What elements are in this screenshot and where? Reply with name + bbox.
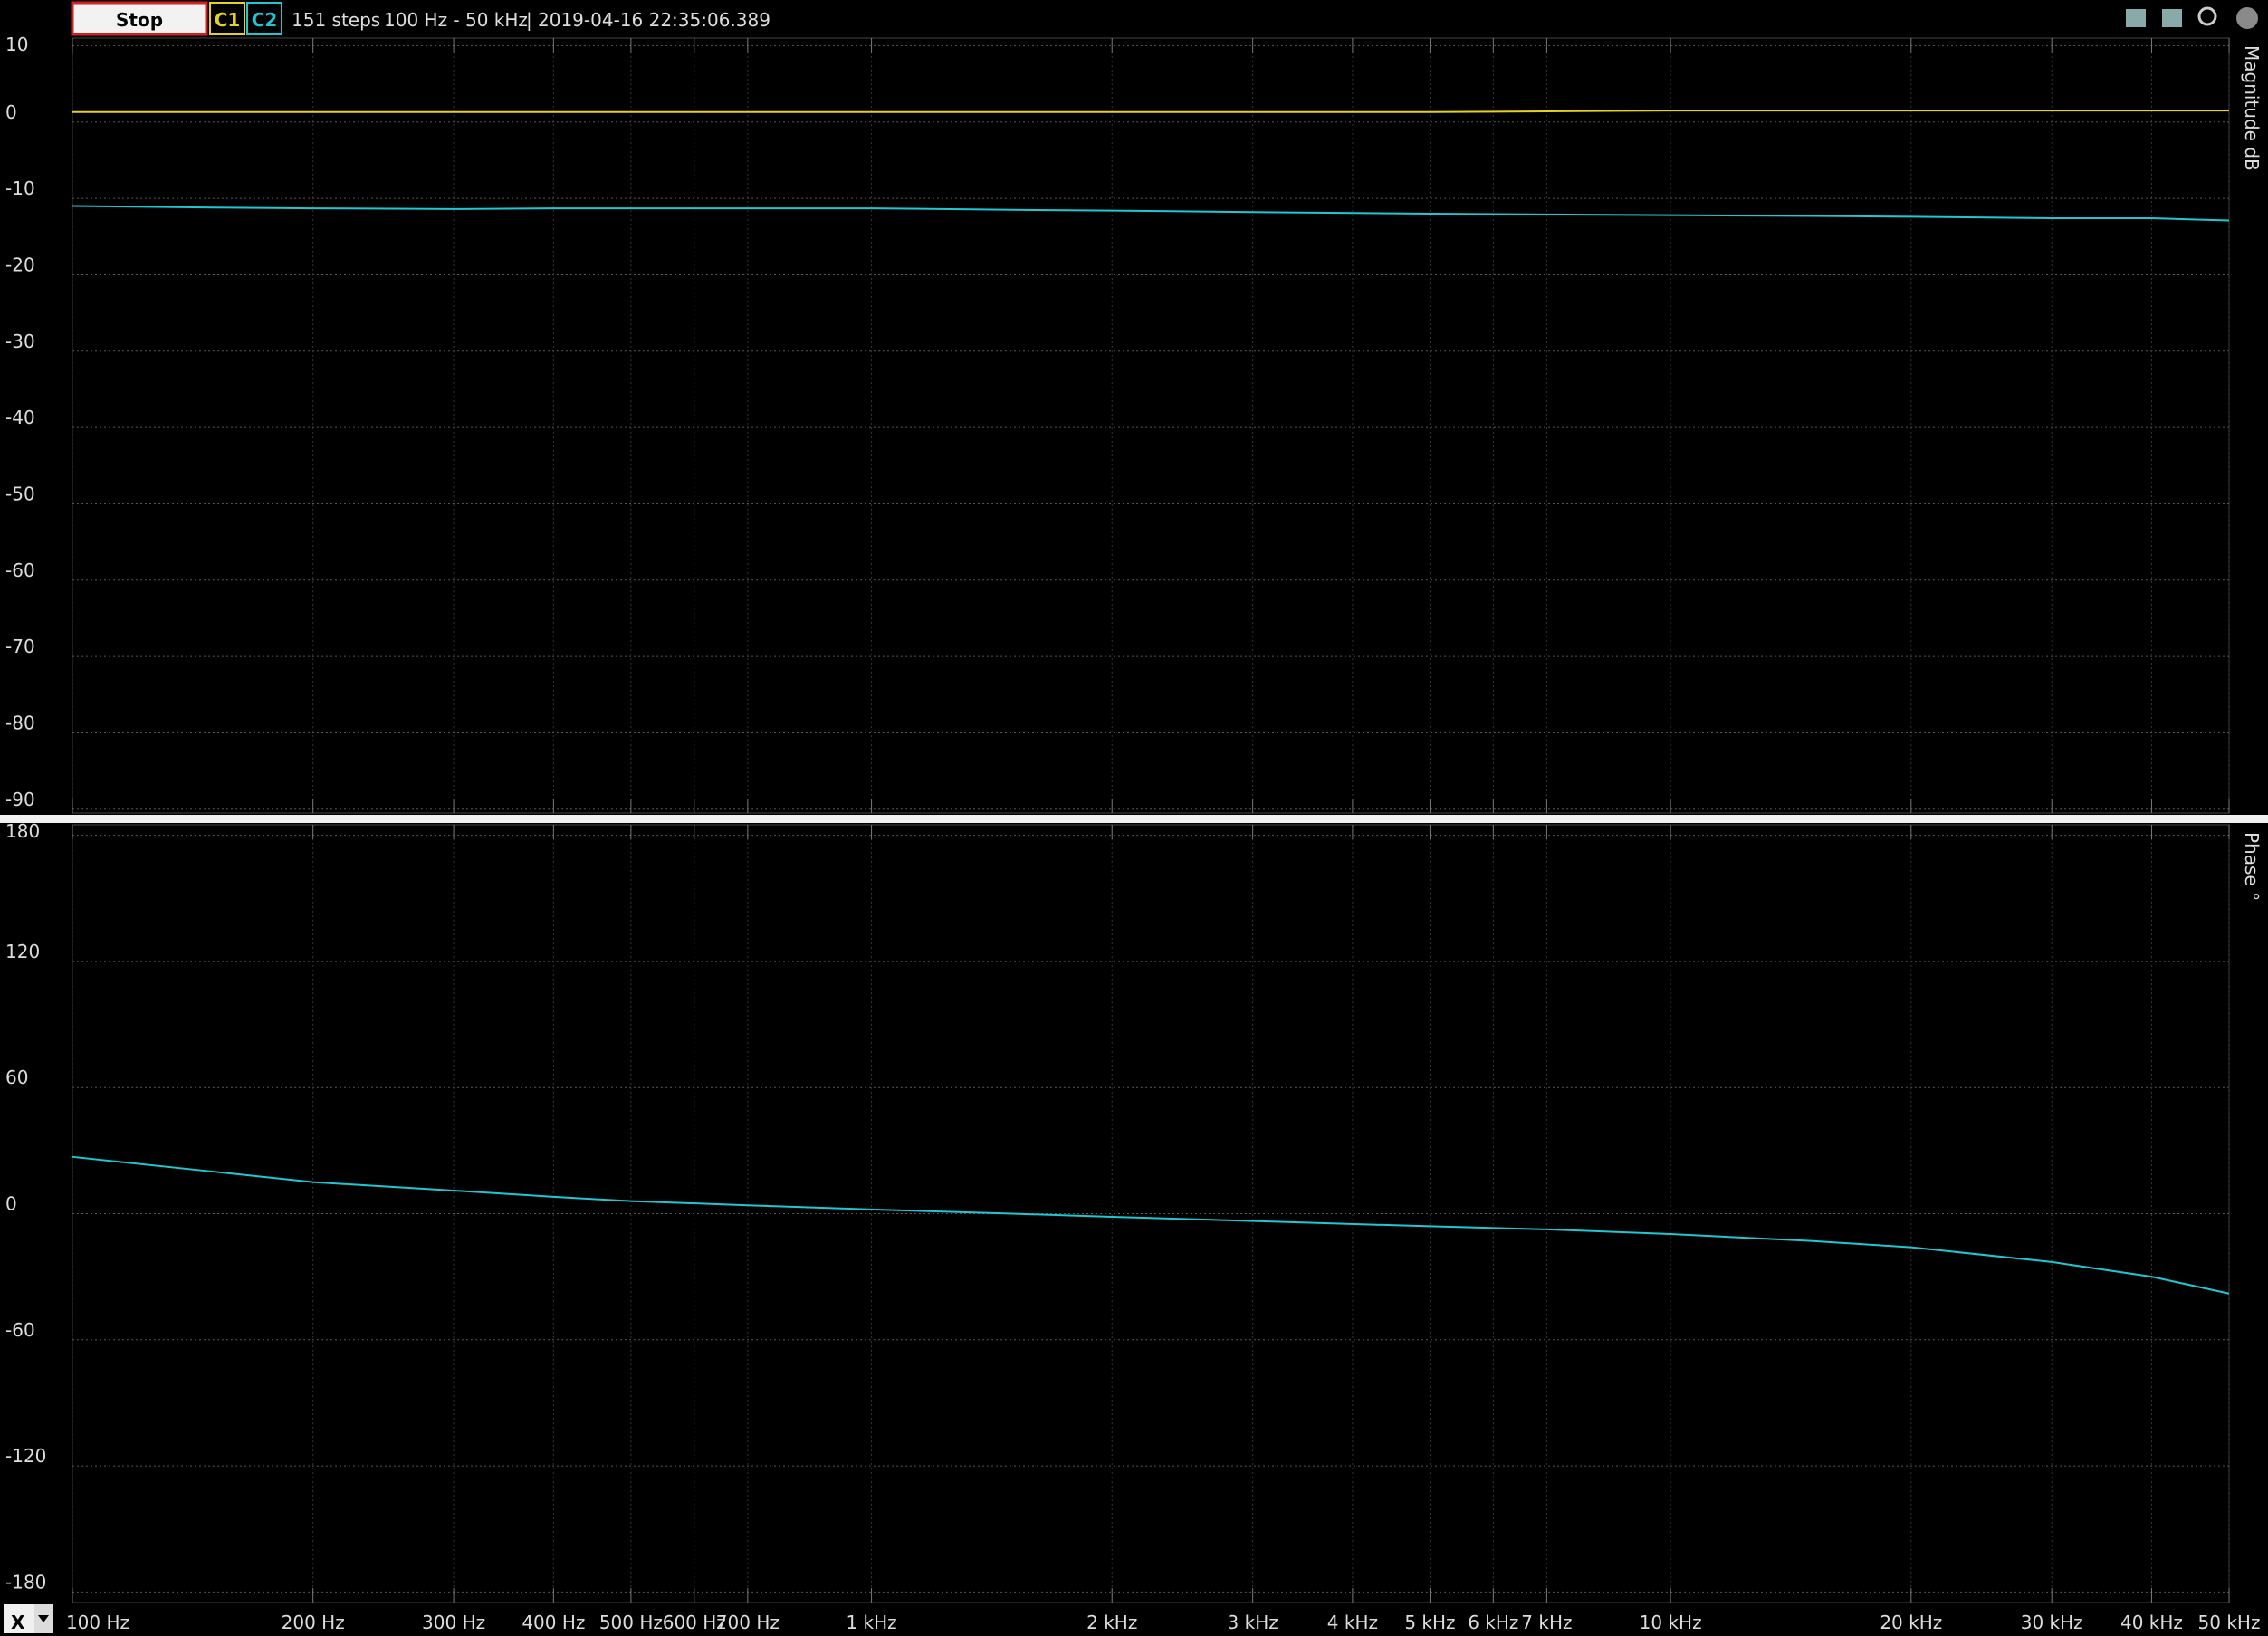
y-tick-label: 0 xyxy=(5,101,17,123)
y-tick-label: -70 xyxy=(5,636,35,657)
y-axis-label: Magnitude dB xyxy=(2241,45,2263,171)
c1-toggle[interactable] xyxy=(209,2,245,35)
x-tick-label: 6 kHz xyxy=(1468,1612,1518,1633)
x-tick-label: 100 Hz xyxy=(66,1612,129,1633)
x-tick-label: 600 Hz xyxy=(663,1612,726,1633)
timestamp: 2019-04-16 22:35:06.389 xyxy=(538,9,770,31)
y-axis-label: Phase ° xyxy=(2241,832,2263,901)
steps: 151 steps xyxy=(292,9,380,31)
c2-label[interactable]: C2 xyxy=(252,9,278,31)
series-line xyxy=(72,110,2229,113)
toolbar-icons[interactable] xyxy=(2126,6,2258,29)
series-line xyxy=(72,1155,2230,1295)
y-tick-label: -40 xyxy=(5,407,35,428)
stop-button[interactable] xyxy=(71,1,208,36)
x-tick-label: 700 Hz xyxy=(716,1612,780,1633)
y-tick-label: -180 xyxy=(5,1571,46,1593)
toolbar xyxy=(0,0,2268,36)
icon-zoom[interactable] xyxy=(2197,6,2217,26)
x-tick-label: 20 kHz xyxy=(1880,1612,1942,1633)
stop-label[interactable]: Stop xyxy=(116,9,163,31)
y-tick-label: -120 xyxy=(5,1445,46,1467)
x-tick-label: 30 kHz xyxy=(2021,1612,2083,1633)
x-tick-label: 5 kHz xyxy=(1404,1612,1455,1633)
y-tick-label: -60 xyxy=(5,560,35,581)
icon-cursor[interactable] xyxy=(2126,9,2146,27)
x-tick-label: 10 kHz xyxy=(1640,1612,1702,1633)
x-tick-label: 2 kHz xyxy=(1086,1612,1137,1633)
y-tick-label: -60 xyxy=(5,1319,35,1341)
x-tick-label: 500 Hz xyxy=(599,1612,663,1633)
x-selector-label[interactable]: X xyxy=(11,1612,25,1633)
x-tick-label: 7 kHz xyxy=(1521,1612,1572,1633)
y-tick-label: -30 xyxy=(5,330,35,352)
x-tick-label: 50 kHz xyxy=(2198,1612,2261,1633)
y-tick-label: 120 xyxy=(5,941,40,962)
y-tick-label: 10 xyxy=(5,33,28,55)
x-tick-label: 300 Hz xyxy=(422,1612,485,1633)
y-tick-label: -80 xyxy=(5,712,35,733)
y-tick-label: -90 xyxy=(5,789,35,810)
y-tick-label: -20 xyxy=(5,254,35,275)
y-tick-label: 0 xyxy=(5,1193,17,1215)
y-tick-label: -10 xyxy=(5,177,35,199)
series-line xyxy=(72,205,2230,222)
x-tick-label: 3 kHz xyxy=(1228,1612,1278,1633)
y-tick-label: 180 xyxy=(5,820,40,842)
x-tick-label: 200 Hz xyxy=(282,1612,345,1633)
y-tick-label: 60 xyxy=(5,1067,28,1088)
icon-marker[interactable] xyxy=(2162,9,2182,27)
x-tick-label: 1 kHz xyxy=(846,1612,896,1633)
icon-settings[interactable] xyxy=(2236,7,2258,29)
dropdown-arrow xyxy=(38,1615,49,1622)
x-tick-label: 40 kHz xyxy=(2120,1612,2183,1633)
x-tick-label: 400 Hz xyxy=(522,1612,585,1633)
panel-separator xyxy=(0,815,2268,823)
separator: | xyxy=(526,9,532,31)
y-tick-label: -50 xyxy=(5,483,35,504)
c1-label[interactable]: C1 xyxy=(215,9,241,31)
x-tick-label: 4 kHz xyxy=(1327,1612,1378,1633)
plot-area xyxy=(72,37,2230,814)
c2-toggle[interactable] xyxy=(246,2,282,35)
range: 100 Hz - 50 kHz xyxy=(384,9,528,31)
x-selector[interactable] xyxy=(4,1604,34,1633)
